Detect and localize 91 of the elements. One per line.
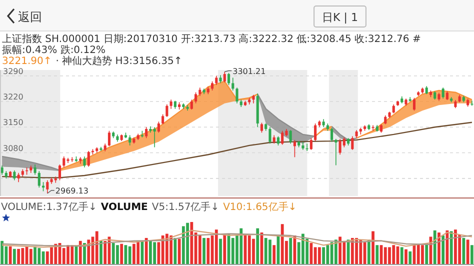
bar [87, 240, 90, 264]
bar [392, 245, 396, 264]
bar [78, 240, 82, 264]
bar [170, 235, 172, 264]
bar [190, 222, 194, 264]
bar [367, 240, 370, 264]
text: 3221.90↑ [2, 56, 52, 67]
bar [198, 235, 202, 264]
bar [95, 231, 98, 264]
bar [470, 245, 474, 264]
annotation: 2969.13 [55, 186, 88, 196]
bar [376, 245, 379, 264]
bar [240, 228, 243, 264]
bar [355, 238, 358, 264]
bar [165, 234, 168, 264]
bar [202, 238, 206, 264]
bar [174, 238, 177, 264]
text: VOLUME:1.37亿手↓ [1, 201, 97, 213]
bar [268, 240, 272, 264]
bar [100, 240, 102, 264]
bar [29, 248, 32, 264]
text: VOLUME [100, 202, 148, 213]
bar [182, 226, 185, 264]
bar [223, 234, 226, 264]
bar [50, 247, 53, 264]
bar [438, 232, 440, 264]
text: 日K | 1 [322, 11, 358, 24]
bar [206, 238, 210, 264]
bar [280, 224, 284, 264]
text: V10:1.65亿手↓ [223, 201, 297, 213]
y-tick-label: 3080 [3, 144, 24, 153]
text: 返回 [18, 10, 42, 24]
bar [104, 240, 107, 264]
text: 上证指数 SH.000001 日期:20170310 开:3213.73 高:3222.32 低:3208.45 收:3212.76 # 振幅:0.43% 跌:0.12% [2, 33, 421, 56]
bar [256, 228, 260, 264]
bar [70, 245, 74, 264]
bar [144, 238, 148, 264]
bar [214, 230, 218, 264]
bar [136, 240, 140, 264]
bar [12, 248, 16, 264]
bar [248, 235, 251, 264]
bar [128, 246, 132, 264]
bar [116, 245, 119, 264]
bar [466, 240, 470, 264]
bar [314, 247, 317, 264]
bar [112, 243, 115, 264]
bar [372, 231, 374, 264]
bar [219, 238, 222, 264]
bar [322, 247, 325, 264]
bar [0, 240, 4, 264]
bar [416, 244, 420, 264]
bar [153, 242, 156, 264]
bar [186, 222, 189, 264]
bar [21, 248, 24, 264]
bar [388, 247, 391, 264]
bar [38, 248, 41, 264]
bar [408, 251, 412, 264]
bar [264, 238, 268, 264]
y-tick-label: 3220 [3, 92, 24, 102]
bar [132, 244, 136, 264]
bar [149, 240, 152, 264]
bar [252, 238, 255, 264]
bar [231, 238, 234, 264]
bar [421, 245, 424, 264]
bar [46, 251, 49, 264]
bar [433, 230, 436, 264]
bar [289, 238, 292, 264]
bar [450, 231, 453, 264]
bar [384, 247, 387, 264]
bar [454, 230, 457, 264]
bar [318, 247, 321, 264]
bar [404, 249, 408, 264]
bar [342, 240, 346, 264]
bar [272, 245, 276, 264]
text: V5:1.57亿手↓ [152, 201, 220, 213]
y-tick-label: 3150 [3, 118, 24, 128]
bar [338, 236, 342, 264]
bar [359, 240, 362, 264]
text: · 神仙大趋势 H3:3156.35↑ [56, 55, 182, 67]
bar [310, 243, 313, 264]
bar [400, 247, 404, 264]
bar [425, 243, 428, 264]
bar [302, 234, 304, 264]
bar [66, 245, 70, 264]
y-tick-label: 3290 [3, 66, 24, 76]
bar [120, 244, 124, 264]
bar [442, 235, 445, 264]
bar [34, 246, 36, 264]
bar [326, 245, 330, 264]
annotation: 3301.21 [232, 66, 266, 76]
bar [17, 248, 20, 264]
